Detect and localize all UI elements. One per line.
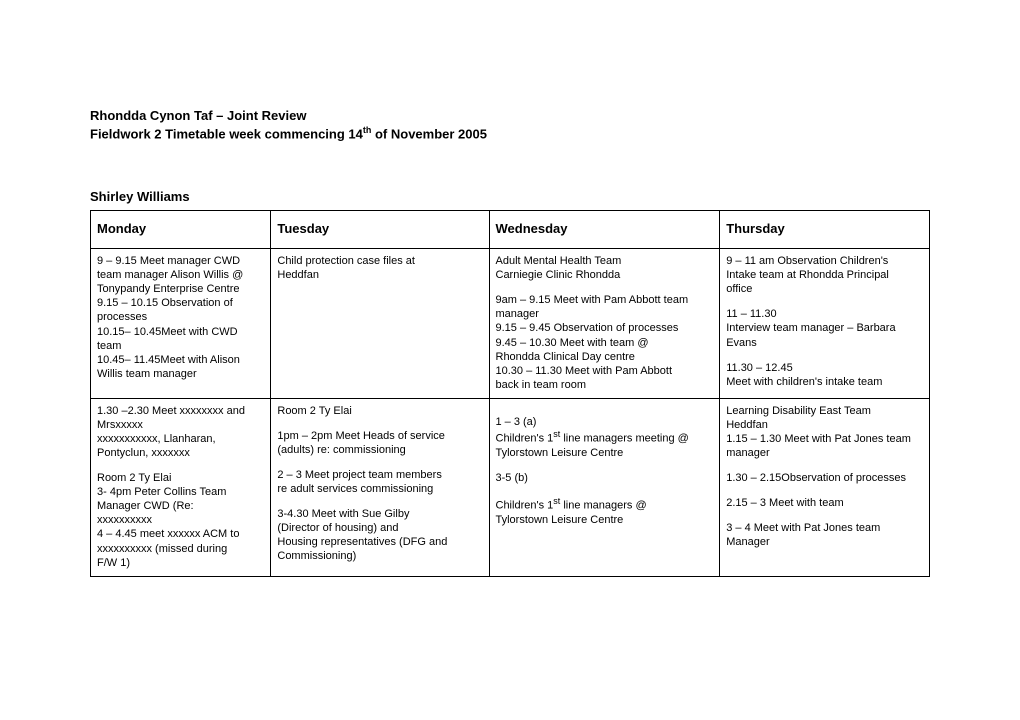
cell-text: processes (97, 310, 264, 324)
cell-text: Meet with children's intake team (726, 375, 923, 389)
cell-text: (Director of housing) and (277, 521, 482, 535)
cell-text: re adult services commissioning (277, 482, 482, 496)
cell-text: 3-5 (b) (496, 471, 714, 485)
cell-text: Room 2 Ty Elai (277, 404, 482, 418)
cell-text: 10.15– 10.45Meet with CWD (97, 325, 264, 339)
cell-thu-pm: Learning Disability East TeamHeddfan1.15… (720, 398, 930, 576)
afternoon-row: 1.30 –2.30 Meet xxxxxxxx andMrsxxxxxxxxx… (91, 398, 930, 576)
cell-mon-am: 9 – 9.15 Meet manager CWDteam manager Al… (91, 249, 271, 399)
document-page: Rhondda Cynon Taf – Joint Review Fieldwo… (0, 0, 1020, 720)
cell-text: Manager (726, 535, 923, 549)
cell-text: 9 – 9.15 Meet manager CWD (97, 254, 264, 268)
cell-text: Heddfan (277, 268, 482, 282)
cell-tue-am: Child protection case files atHeddfan (271, 249, 489, 399)
cell-text: Pontyclun, xxxxxxx (97, 446, 264, 460)
cell-text: xxxxxxxxxx (97, 513, 264, 527)
cell-text: 9.45 – 10.30 Meet with team @ (496, 336, 714, 350)
cell-text: Adult Mental Health Team (496, 254, 714, 268)
header-row: Monday Tuesday Wednesday Thursday (91, 211, 930, 249)
cell-text: 10.45– 11.45Meet with Alison (97, 353, 264, 367)
author-name: Shirley Williams (90, 189, 930, 204)
heading-line-2b: of November 2005 (371, 126, 487, 141)
cell-text: 11.30 – 12.45 (726, 361, 923, 375)
cell-text: Heddfan (726, 418, 923, 432)
cell-tue-pm: Room 2 Ty Elai 1pm – 2pm Meet Heads of se… (271, 398, 489, 576)
cell-text: Room 2 Ty Elai (97, 471, 264, 485)
cell-text: Child protection case files at (277, 254, 482, 268)
col-header-monday: Monday (91, 211, 271, 249)
cell-text: 1 – 3 (a) (496, 415, 714, 429)
timetable: Monday Tuesday Wednesday Thursday 9 – 9.… (90, 210, 930, 577)
heading-line-2a: Fieldwork 2 Timetable week commencing 14 (90, 126, 363, 141)
cell-text: 9.15 – 10.15 Observation of (97, 296, 264, 310)
cell-text: 9am – 9.15 Meet with Pam Abbott team (496, 293, 714, 307)
cell-text: 4 – 4.45 meet xxxxxx ACM to (97, 527, 264, 541)
cell-text: 2.15 – 3 Meet with team (726, 496, 923, 510)
cell-text: Tylorstown Leisure Centre (496, 513, 714, 527)
col-header-thursday: Thursday (720, 211, 930, 249)
cell-text: team manager Alison Willis @ (97, 268, 264, 282)
cell-text: 9 – 11 am Observation Children's (726, 254, 923, 268)
cell-text: 3- 4pm Peter Collins Team (97, 485, 264, 499)
cell-text: Carniegie Clinic Rhondda (496, 268, 714, 282)
cell-text: 2 – 3 Meet project team members (277, 468, 482, 482)
cell-text: Manager CWD (Re: (97, 499, 264, 513)
cell-text: 11 – 11.30 (726, 307, 923, 321)
cell-text: Evans (726, 336, 923, 350)
cell-text: Children's 1st line managers meeting @ (496, 429, 714, 446)
cell-thu-am: 9 – 11 am Observation Children'sIntake t… (720, 249, 930, 399)
cell-text: team (97, 339, 264, 353)
morning-row: 9 – 9.15 Meet manager CWDteam manager Al… (91, 249, 930, 399)
cell-text: 1.15 – 1.30 Meet with Pat Jones team (726, 432, 923, 446)
cell-wed-pm: 1 – 3 (a)Children's 1st line managers me… (489, 398, 720, 576)
cell-text: office (726, 282, 923, 296)
cell-text: 9.15 – 9.45 Observation of processes (496, 321, 714, 335)
cell-mon-pm: 1.30 –2.30 Meet xxxxxxxx andMrsxxxxxxxxx… (91, 398, 271, 576)
cell-text: Tylorstown Leisure Centre (496, 446, 714, 460)
cell-text: Tonypandy Enterprise Centre (97, 282, 264, 296)
cell-text: manager (496, 307, 714, 321)
cell-text: 1.30 –2.30 Meet xxxxxxxx and (97, 404, 264, 418)
cell-text: 1pm – 2pm Meet Heads of service (277, 429, 482, 443)
cell-text: Children's 1st line managers @ (496, 496, 714, 513)
cell-text: F/W 1) (97, 556, 264, 570)
col-header-tuesday: Tuesday (271, 211, 489, 249)
page-heading: Rhondda Cynon Taf – Joint Review Fieldwo… (90, 108, 930, 143)
cell-text: Mrsxxxxx (97, 418, 264, 432)
cell-text: (adults) re: commissioning (277, 443, 482, 457)
cell-text: manager (726, 446, 923, 460)
heading-line-1: Rhondda Cynon Taf – Joint Review (90, 108, 306, 123)
cell-text: Willis team manager (97, 367, 264, 381)
cell-text: Intake team at Rhondda Principal (726, 268, 923, 282)
cell-text: xxxxxxxxxxx, Llanharan, (97, 432, 264, 446)
cell-text: back in team room (496, 378, 714, 392)
cell-text: 1.30 – 2.15Observation of processes (726, 471, 923, 485)
cell-text: 3 – 4 Meet with Pat Jones team (726, 521, 923, 535)
col-header-wednesday: Wednesday (489, 211, 720, 249)
cell-text: 3-4.30 Meet with Sue Gilby (277, 507, 482, 521)
cell-wed-am: Adult Mental Health TeamCarniegie Clinic… (489, 249, 720, 399)
cell-text: Interview team manager – Barbara (726, 321, 923, 335)
cell-text: Housing representatives (DFG and (277, 535, 482, 549)
cell-text: Commissioning) (277, 549, 482, 563)
cell-text: Rhondda Clinical Day centre (496, 350, 714, 364)
cell-text: Learning Disability East Team (726, 404, 923, 418)
cell-text: 10.30 – 11.30 Meet with Pam Abbott (496, 364, 714, 378)
cell-text: xxxxxxxxxx (missed during (97, 542, 264, 556)
